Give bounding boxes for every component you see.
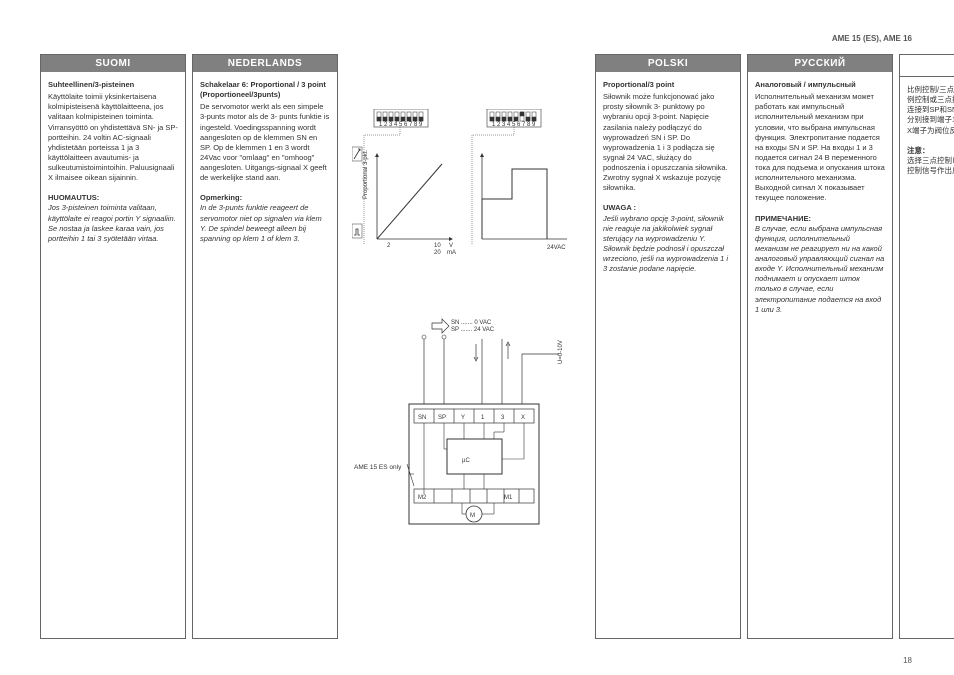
- diagram-area: 1 2 3 4 5 6 7 8 9 1 2 3 4 5 6 7 8 9: [344, 54, 589, 639]
- svg-text:3: 3: [501, 415, 505, 421]
- body-polski: Siłownik może funkcjonować jako prosty s…: [603, 92, 728, 192]
- page-number: 18: [903, 656, 912, 665]
- note-label-russian: ПРИМЕЧАНИЕ:: [755, 214, 885, 224]
- col-body-nederlands: Schakelaar 6: Proportional / 3 point (Pr…: [193, 72, 337, 252]
- body-suomi: Käyttölaite toimii yksinkertaisena kolmi…: [48, 92, 178, 182]
- note-chinese: 选择三点控制以后驱动器不对Y端子的控制信号作出反应。: [907, 156, 954, 175]
- col-title-nederlands: NEDERLANDS: [193, 55, 337, 72]
- header-model: AME 15 (ES), AME 16: [832, 34, 912, 43]
- svg-text:24VAC: 24VAC: [547, 245, 566, 251]
- note-suomi: Jos 3-pisteinen toiminta valitaan, käytt…: [48, 203, 176, 242]
- note-label-suomi: HUOMAUTUS:: [48, 193, 178, 203]
- note-polski: Jeśli wybrano opcję 3-point, siłownik ni…: [603, 214, 728, 274]
- heading-polski: Proportional/3 point: [603, 80, 733, 90]
- diagram-wiring: SN ....... 0 VAC SP ....... 24 VAC U=0-1…: [374, 314, 574, 544]
- svg-text:M: M: [470, 513, 475, 519]
- col-title-suomi: SUOMI: [41, 55, 185, 72]
- svg-text:SP ....... 24 VAC: SP ....... 24 VAC: [451, 327, 495, 333]
- heading-suomi: Suhteellinen/3-pisteinen: [48, 80, 178, 90]
- col-nederlands: NEDERLANDS Schakelaar 6: Proportional / …: [192, 54, 338, 639]
- note-label-polski: UWAGA :: [603, 203, 733, 213]
- col-body-polski: Proportional/3 point Siłownik może funkc…: [596, 72, 740, 282]
- col-body-chinese: 比例控制/三点控制 驱动器可设定为比例控制或三点控制。三点控制时，电源连接到SP…: [900, 77, 954, 184]
- diagram-note: AME 15 ES only: [354, 464, 401, 472]
- svg-text:1 2 3 4 5 6 7 8 9: 1 2 3 4 5 6 7 8 9: [379, 122, 423, 128]
- heading-russian: Аналоговый / импульсный: [755, 80, 885, 90]
- svg-text:SP: SP: [438, 415, 446, 421]
- col-title-polski: POLSKI: [596, 55, 740, 72]
- col-russian: РУССКИЙ Аналоговый / импульсный Исполнит…: [747, 54, 893, 639]
- svg-text:Y: Y: [461, 415, 465, 421]
- body-chinese: 比例控制/三点控制 驱动器可设定为比例控制或三点控制。三点控制时，电源连接到SP…: [907, 85, 954, 135]
- svg-text:1: 1: [481, 415, 485, 421]
- col-body-russian: Аналоговый / импульсный Исполнительный м…: [748, 72, 892, 323]
- col-title-chinese: 中文: [900, 55, 954, 77]
- heading-nederlands: Schakelaar 6: Proportional / 3 point (Pr…: [200, 80, 330, 100]
- note-russian: В случае, если выбрана импульсная функци…: [755, 224, 884, 314]
- col-polski: POLSKI Proportional/3 point Siłownik moż…: [595, 54, 741, 639]
- col-suomi: SUOMI Suhteellinen/3-pisteinen Käyttölai…: [40, 54, 186, 639]
- svg-text:M1: M1: [504, 495, 513, 501]
- svg-text:V: V: [449, 243, 453, 249]
- svg-text:mA: mA: [447, 250, 456, 256]
- body-nederlands: De servomotor werkt als een simpele 3-pu…: [200, 102, 329, 182]
- svg-text:SN ....... 0 VAC: SN ....... 0 VAC: [451, 320, 492, 326]
- svg-text:µC: µC: [462, 458, 470, 464]
- svg-text:M2: M2: [418, 495, 427, 501]
- col-chinese: 中文 比例控制/三点控制 驱动器可设定为比例控制或三点控制。三点控制时，电源连接…: [899, 54, 954, 639]
- columns-row: SUOMI Suhteellinen/3-pisteinen Käyttölai…: [40, 54, 914, 639]
- svg-text:SN: SN: [418, 415, 426, 421]
- svg-text:X: X: [521, 415, 525, 421]
- col-title-russian: РУССКИЙ: [748, 55, 892, 72]
- note-label-chinese: 注意：: [907, 146, 954, 156]
- svg-text:2: 2: [387, 243, 391, 249]
- svg-text:U=0-10V: U=0-10V: [558, 340, 564, 364]
- body-russian: Исполнительный механизм может работать к…: [755, 92, 885, 202]
- note-nederlands: In de 3-punts funktie reageert de servom…: [200, 203, 322, 242]
- col-body-suomi: Suhteellinen/3-pisteinen Käyttölaite toi…: [41, 72, 185, 252]
- note-label-nederlands: Opmerking:: [200, 193, 330, 203]
- diagram-dip-graph: 1 2 3 4 5 6 7 8 9 1 2 3 4 5 6 7 8 9: [352, 109, 572, 264]
- svg-text:Proportional 3-pkt.: Proportional 3-pkt.: [363, 150, 369, 199]
- svg-text:10: 10: [434, 243, 441, 249]
- page: AME 15 (ES), AME 16 SUOMI Suhteellinen/3…: [0, 0, 954, 675]
- svg-text:20: 20: [434, 250, 441, 256]
